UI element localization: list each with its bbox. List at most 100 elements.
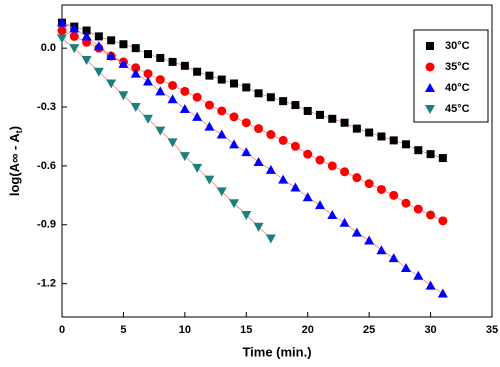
point (93, 67, 104, 77)
fit-line (61, 22, 444, 294)
y-tick-label: 0.0 (41, 42, 56, 54)
point (278, 135, 288, 145)
point (155, 75, 165, 85)
point (265, 164, 276, 174)
point (266, 130, 276, 140)
fit-line (61, 30, 444, 222)
point (364, 235, 375, 245)
point (376, 184, 386, 194)
point (144, 50, 152, 59)
point (302, 192, 313, 202)
x-tick-label: 10 (179, 324, 191, 336)
point (229, 199, 239, 209)
point (143, 69, 153, 79)
legend-label: 40°C (445, 82, 470, 94)
point (340, 118, 349, 127)
point (290, 182, 301, 192)
point (352, 124, 361, 133)
point (401, 198, 411, 208)
point (204, 100, 214, 110)
point (130, 68, 141, 78)
point (340, 167, 350, 177)
point (57, 17, 67, 27)
plot-frame (61, 4, 493, 318)
point (401, 262, 411, 272)
legend-marker (426, 42, 434, 50)
legend-marker (425, 83, 435, 92)
legend-label: 45°C (445, 103, 470, 115)
fit-line (61, 38, 272, 239)
point (426, 150, 435, 159)
point (290, 141, 300, 151)
y-tick-label: -0.3 (37, 101, 56, 113)
point (69, 23, 80, 33)
point (266, 93, 275, 102)
x-tick-label: 30 (424, 324, 436, 336)
point (303, 149, 313, 159)
point (143, 76, 153, 86)
point (106, 79, 117, 89)
point (365, 128, 374, 137)
point (167, 94, 178, 104)
x-axis-label: Time (min.) (242, 344, 311, 359)
legend-marker (425, 105, 435, 114)
point (156, 53, 165, 62)
point (193, 67, 202, 76)
point (241, 147, 252, 157)
y-label-end: ) (7, 126, 22, 130)
point (339, 217, 350, 227)
point (413, 204, 423, 214)
point (364, 179, 374, 189)
legend-label: 30°C (445, 40, 470, 52)
point (328, 114, 337, 123)
point (388, 253, 399, 263)
point (376, 245, 387, 255)
point (192, 111, 203, 121)
point (352, 173, 362, 183)
point (69, 31, 79, 41)
point (230, 79, 238, 88)
point (130, 103, 141, 113)
point (107, 36, 116, 45)
point (217, 106, 227, 116)
point (241, 210, 252, 220)
point (402, 140, 410, 149)
legend-label: 35°C (445, 61, 470, 73)
point (167, 138, 178, 148)
x-tick-label: 0 (59, 324, 65, 336)
point (229, 112, 239, 122)
point (377, 132, 386, 141)
x-tick-label: 25 (363, 324, 375, 336)
point (389, 190, 399, 200)
x-tick-label: 20 (302, 324, 314, 336)
point (155, 86, 166, 96)
point (327, 161, 337, 171)
point (192, 92, 202, 102)
y-label-main: log(A∞ - A (7, 133, 22, 197)
point (327, 209, 338, 219)
point (253, 156, 264, 166)
x-tick-label: 35 (486, 324, 498, 336)
point (216, 129, 227, 139)
point (204, 121, 215, 131)
point (278, 174, 289, 184)
y-axis-label: log(A∞ - At) (7, 126, 24, 196)
point (438, 216, 448, 226)
point (94, 32, 103, 41)
y-label-sub: t (14, 130, 24, 133)
point (180, 86, 190, 96)
point (57, 34, 67, 44)
point (316, 110, 324, 119)
point (437, 288, 448, 298)
point (254, 89, 263, 98)
point (179, 104, 190, 113)
point (414, 146, 423, 155)
point (106, 51, 117, 61)
point (179, 152, 190, 162)
x-tick-label: 15 (240, 324, 252, 336)
x-tick-label: 5 (120, 324, 126, 336)
point (205, 71, 214, 80)
point (438, 154, 447, 163)
legend-marker (425, 62, 435, 72)
